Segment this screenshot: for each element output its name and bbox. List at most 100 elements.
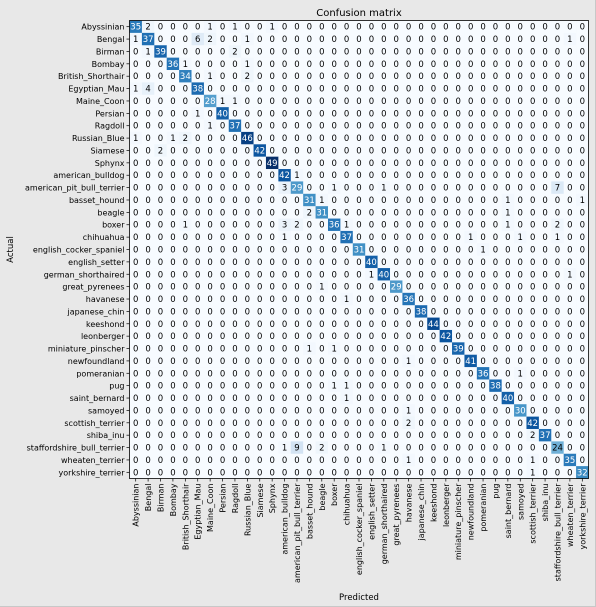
cell-value-label: 1	[331, 382, 336, 392]
heatmap-cell	[129, 144, 143, 157]
heatmap-cell	[402, 45, 416, 58]
heatmap-cell	[427, 255, 440, 269]
heatmap-cell	[166, 466, 180, 479]
cell-value-label: 0	[207, 146, 212, 156]
heatmap-cell	[514, 218, 527, 232]
heatmap-cell	[439, 32, 453, 46]
cell-value-label: 0	[294, 196, 299, 206]
cell-value-label: 0	[431, 468, 436, 478]
heatmap-cell	[203, 280, 217, 294]
cell-value-label: 0	[468, 406, 473, 416]
heatmap-cell	[439, 404, 453, 417]
heatmap-cell	[464, 218, 478, 232]
heatmap-cell	[427, 45, 440, 58]
heatmap-cell	[464, 94, 478, 108]
heatmap-cell	[315, 32, 329, 46]
heatmap-cell	[352, 280, 366, 294]
heatmap-cell	[526, 243, 540, 256]
heatmap-cell	[154, 243, 168, 256]
heatmap-cell	[390, 94, 403, 108]
heatmap-cell	[191, 218, 205, 232]
heatmap-cell	[563, 94, 577, 108]
cell-value-label: 0	[468, 468, 473, 478]
heatmap-cell	[241, 193, 254, 207]
cell-value-label: 0	[505, 295, 510, 305]
heatmap-cell	[551, 94, 564, 108]
heatmap-cell	[179, 94, 192, 108]
cell-value-label: 0	[418, 72, 423, 82]
heatmap-cell	[526, 305, 540, 318]
cell-value-label: 1	[505, 221, 510, 231]
cell-value-label: 0	[567, 382, 572, 392]
heatmap-cell	[228, 144, 242, 157]
heatmap-cell	[514, 230, 527, 244]
heatmap-cell	[365, 230, 378, 244]
heatmap-cell	[203, 404, 217, 417]
cell-value-label: 0	[195, 72, 200, 82]
heatmap-cell	[278, 329, 292, 343]
heatmap-cell	[402, 280, 416, 294]
heatmap-cell	[191, 230, 205, 244]
heatmap-cell	[327, 243, 341, 256]
cell-value-label: 0	[195, 283, 200, 293]
heatmap-cell	[340, 107, 354, 120]
heatmap-cell	[327, 453, 341, 467]
cell-value-label: 0	[245, 258, 250, 268]
heatmap-cell	[216, 243, 230, 256]
cell-value-label: 0	[145, 109, 150, 119]
cell-value-label: 0	[394, 47, 399, 57]
heatmap-cell	[228, 70, 242, 83]
cell-value-label: 0	[431, 456, 436, 466]
cell-value-label: 0	[282, 159, 287, 169]
cell-value-label: 0	[158, 332, 163, 342]
heatmap-cell	[303, 354, 316, 368]
heatmap-cell	[501, 206, 515, 219]
cell-value-label: 0	[480, 23, 485, 33]
cell-value-label: 0	[183, 394, 188, 404]
cell-value-label: 0	[294, 60, 299, 70]
y-tick-label: german_shorthaired	[44, 270, 125, 279]
heatmap-cell	[352, 367, 366, 380]
cell-value-label: 0	[493, 345, 498, 355]
cell-value-label: 0	[530, 208, 535, 218]
plot-frame	[129, 20, 589, 479]
cell-value-label: 0	[530, 332, 535, 342]
cell-value-label: 0	[356, 171, 361, 181]
heatmap-cell	[154, 453, 168, 467]
heatmap-cell	[563, 453, 577, 467]
cell-value-label: 0	[294, 456, 299, 466]
cell-value-label: 0	[158, 159, 163, 169]
cell-value-label: 0	[183, 345, 188, 355]
heatmap-cell	[216, 305, 230, 318]
cell-value-label: 0	[456, 196, 461, 206]
y-tick-label: beagle	[97, 208, 124, 217]
cell-value-label: 0	[480, 382, 485, 392]
cell-value-label: 0	[356, 72, 361, 82]
heatmap-cell	[327, 428, 341, 442]
cell-value-label: 1	[505, 196, 510, 206]
cell-value-label: 0	[567, 47, 572, 57]
cell-value-label: 0	[257, 307, 262, 317]
heatmap-cell	[427, 428, 440, 442]
heatmap-cell	[278, 156, 292, 170]
cell-value-label: 0	[518, 444, 523, 454]
cell-value-label: 0	[468, 72, 473, 82]
cell-value-label: 0	[530, 23, 535, 33]
cell-value-label: 0	[331, 295, 336, 305]
cell-value-label: 0	[257, 320, 262, 330]
cell-value-label: 0	[220, 357, 225, 367]
heatmap-cell	[551, 428, 564, 442]
heatmap-cell	[340, 354, 354, 368]
x-tick-label: beagle	[318, 483, 327, 510]
cell-value-label: 0	[542, 97, 547, 107]
heatmap-cell	[464, 329, 478, 343]
heatmap-cell	[278, 218, 292, 232]
heatmap-cell	[216, 317, 230, 331]
cell-value-label: 0	[232, 406, 237, 416]
heatmap-cell	[327, 255, 341, 269]
heatmap-cell	[179, 391, 192, 405]
heatmap-cell	[464, 305, 478, 318]
cell-value-label: 0	[468, 394, 473, 404]
cell-value-label: 0	[518, 134, 523, 144]
cell-value-label: 0	[580, 47, 585, 57]
